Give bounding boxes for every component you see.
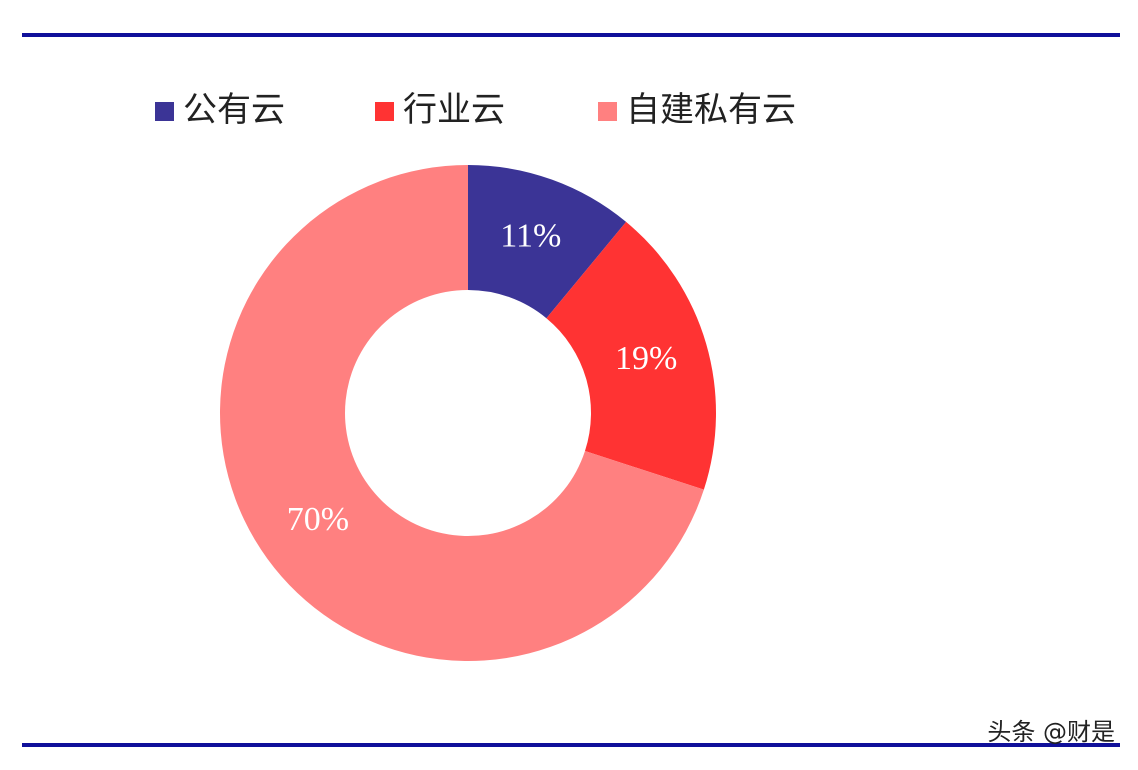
legend-swatch [598, 102, 617, 121]
donut-slice [219, 165, 704, 661]
legend-label: 公有云 [183, 90, 285, 130]
legend-swatch [155, 102, 174, 121]
donut-slice [468, 165, 627, 319]
donut-slice [546, 221, 716, 490]
legend-swatch [375, 102, 394, 121]
watermark: 头条 @财是 [987, 718, 1115, 746]
value-label: 11% [500, 217, 561, 254]
legend-label: 自建私有云 [626, 90, 796, 130]
legend-label: 行业云 [403, 90, 505, 130]
value-label: 19% [615, 340, 677, 377]
value-label: 70% [287, 501, 349, 538]
